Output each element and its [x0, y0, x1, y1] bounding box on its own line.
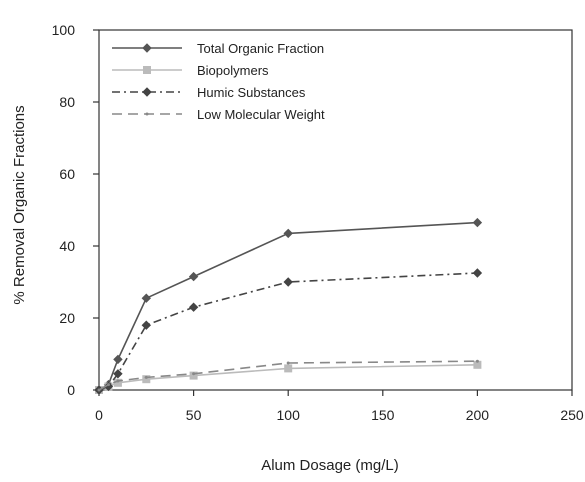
plot-border: [98, 29, 573, 391]
series-2: [94, 268, 483, 395]
x-tick-label: 50: [186, 407, 202, 423]
y-tick-label: 60: [59, 166, 75, 182]
legend-label: Humic Substances: [197, 85, 306, 100]
data-point: [472, 217, 483, 228]
data-point: [145, 112, 149, 116]
y-tick-label: 20: [59, 310, 75, 326]
legend-label: Total Organic Fraction: [197, 41, 324, 56]
legend-item: Biopolymers: [112, 63, 269, 78]
data-point: [106, 383, 110, 387]
y-tick-label: 40: [59, 238, 75, 254]
series-line: [98, 272, 478, 391]
x-tick-label: 150: [371, 407, 395, 423]
y-tick-label: 0: [67, 382, 75, 398]
data-point: [141, 293, 152, 303]
plot-area: [98, 29, 573, 391]
data-point: [142, 87, 152, 97]
data-point: [141, 320, 152, 330]
x-tick-label: 0: [95, 407, 103, 423]
y-tick-label: 80: [59, 94, 75, 110]
data-point: [113, 369, 123, 379]
data-point: [188, 302, 199, 312]
legend-label: Biopolymers: [197, 63, 269, 78]
data-point: [192, 372, 196, 376]
y-tick-label: 100: [52, 22, 76, 38]
legend: Total Organic Fraction Biopolymers Humic S…: [112, 41, 325, 122]
x-axis: 0 50 100 150 200 250: [95, 390, 584, 423]
data-point: [283, 277, 293, 287]
x-tick-label: 100: [277, 407, 301, 423]
y-axis: 0 20 40 60 80 100: [52, 22, 99, 398]
x-tick-label: 200: [466, 407, 490, 423]
data-point: [142, 43, 152, 53]
legend-item: Humic Substances: [112, 85, 306, 100]
data-point: [286, 361, 290, 365]
x-tick-label: 250: [560, 407, 584, 423]
data-point: [188, 271, 199, 282]
series-layer: [94, 217, 483, 395]
series-3: [97, 359, 479, 392]
data-point: [97, 388, 101, 392]
data-point: [284, 364, 293, 373]
legend-item: Low Molecular Weight: [112, 107, 325, 122]
data-point: [103, 381, 114, 392]
y-axis-label: % Removal Organic Fractions: [11, 105, 28, 304]
data-point: [283, 228, 293, 239]
data-point: [116, 379, 120, 383]
data-point: [142, 375, 151, 384]
data-point: [472, 268, 483, 278]
legend-label: Low Molecular Weight: [197, 107, 325, 122]
x-axis-label: Alum Dosage (mg/L): [261, 457, 399, 474]
data-point: [113, 354, 123, 365]
data-point: [144, 375, 148, 379]
legend-item: Total Organic Fraction: [112, 41, 324, 56]
data-point: [475, 359, 479, 363]
data-point: [189, 371, 198, 380]
data-point: [143, 66, 151, 74]
